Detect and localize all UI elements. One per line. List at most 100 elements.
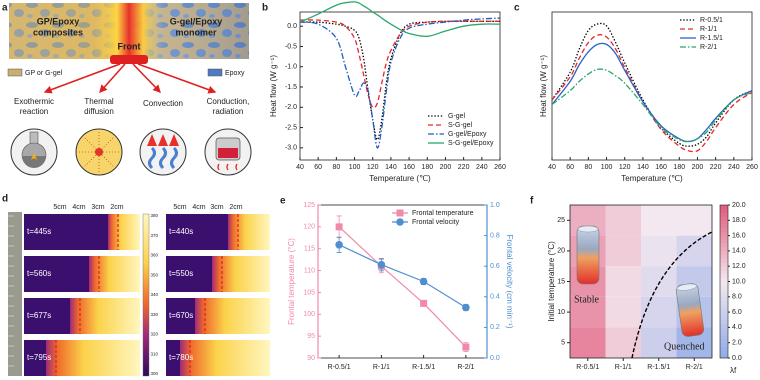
colorbar-tick-label: 16.0: [732, 232, 746, 239]
y-tick-label: 115: [304, 246, 315, 253]
colorbar-tick-label: 18.0: [732, 217, 746, 224]
y-tick-label: -1.5: [285, 84, 297, 91]
colorbar-segment: [720, 308, 728, 313]
y-tick-label: 20: [557, 248, 565, 255]
x-tick-label: R-1.5/1: [412, 364, 435, 371]
icon-diffusion: [75, 128, 123, 176]
time-label: t=550s: [169, 269, 193, 278]
plot-frame: [299, 11, 501, 161]
colorbar-label: 300: [151, 371, 159, 376]
x-tick-label: 120: [367, 164, 379, 171]
mechanism-label: diffusion: [84, 107, 114, 116]
mechanism-label: Thermal: [84, 97, 114, 106]
x-tick-label: 100: [601, 164, 613, 171]
y-tick-label: 25: [557, 217, 565, 224]
y-axis-label: Frontal temperature (°C): [287, 238, 296, 325]
colorbar-segment: [720, 331, 728, 336]
mechanism-label: radiation: [213, 107, 244, 116]
vial-stable: [576, 225, 600, 285]
colorbar-label: 340: [151, 292, 159, 297]
y-tick-label: 90: [307, 355, 315, 362]
legend-label: Frontal velocity: [412, 219, 460, 226]
colorbar-segment: [720, 224, 728, 229]
series-line: [551, 34, 753, 153]
colorbar-tick-label: 8.0: [732, 294, 742, 301]
scale-label: 4cm: [72, 204, 85, 211]
icon-conduction: [204, 128, 252, 176]
colorbar-segment: [720, 346, 728, 351]
y2-axis-label: Frontal velocity (cm min⁻¹): [505, 234, 514, 328]
colorbar-segment: [720, 296, 728, 301]
y-tick-label: 0.0: [287, 23, 297, 30]
marker: [396, 218, 404, 226]
x-tick-label: 160: [403, 164, 415, 171]
x-tick-label: 160: [655, 164, 667, 171]
legend-swatch: [7, 68, 23, 77]
x-tick-label: R-1/1: [615, 364, 632, 371]
colorbar: [142, 213, 150, 377]
mechanism-label: Convection: [143, 99, 183, 108]
colorbar-segment: [720, 281, 728, 286]
time-label: t=560s: [27, 269, 51, 278]
x-tick-label: 260: [494, 164, 506, 171]
time-label: t=445s: [27, 227, 51, 236]
legend-label: Frontal temperature: [412, 210, 474, 217]
panel-label: f: [530, 196, 534, 207]
colorbar-segment: [720, 273, 728, 278]
ruler: [8, 212, 22, 376]
x-tick-label: 220: [710, 164, 722, 171]
phase-boundary: [631, 231, 713, 359]
colorbar-segment: [720, 231, 728, 236]
series-line: [551, 22, 753, 147]
mechanism-label: Exothermic: [14, 97, 54, 106]
region-label: composites: [33, 27, 83, 37]
y-tick-label: 95: [307, 333, 315, 340]
heatmap-cell: [605, 296, 641, 328]
colorbar-segment: [720, 212, 728, 217]
x-tick-label: 240: [728, 164, 740, 171]
marker: [420, 299, 428, 307]
y-tick-label: 110: [304, 267, 315, 274]
panel-label: d: [2, 194, 8, 205]
heatmap-cell: [605, 235, 641, 267]
time-label: t=677s: [27, 311, 51, 320]
colorbar-segment: [720, 342, 728, 347]
front-glow: [9, 3, 249, 59]
colorbar-segment: [720, 327, 728, 332]
colorbar-segment: [720, 262, 728, 267]
y2-tick-label: 0.4: [490, 294, 500, 301]
marker: [396, 209, 404, 217]
x-tick-label: R-1/1: [373, 364, 390, 371]
x-tick-label: R-2/1: [686, 364, 703, 371]
x-axis-label: Temperature (℃): [369, 174, 431, 183]
marker: [335, 240, 343, 249]
colorbar-segment: [720, 338, 728, 343]
thermal-hot: [180, 340, 270, 376]
x-tick-label: 200: [692, 164, 704, 171]
colorbar-segment: [720, 250, 728, 256]
x-tick-label: R-0.5/1: [576, 364, 599, 371]
legend-label: R-2/1: [700, 44, 717, 51]
annotation: Quenched: [664, 341, 705, 352]
colorbar-segment: [720, 292, 728, 298]
x-tick-label: 220: [458, 164, 470, 171]
heatmap-cell: [676, 205, 712, 236]
y-axis-label: Heat flow (W g⁻¹): [539, 55, 548, 117]
series-line: [299, 17, 501, 149]
time-label: t=670s: [169, 311, 193, 320]
colorbar-segment: [720, 220, 728, 225]
colorbar-label: 380: [151, 213, 159, 218]
legend-label: Epoxy: [225, 70, 245, 77]
marker: [335, 223, 343, 231]
thermal-hot: [108, 214, 140, 250]
thermal-hot: [70, 298, 140, 334]
y-tick-label: -3.0: [285, 145, 297, 152]
time-label: t=780s: [169, 353, 193, 362]
x-tick-label: 180: [421, 164, 433, 171]
series-line: [299, 1, 501, 38]
heatmap-cell: [570, 296, 606, 328]
annotation: Stable: [574, 294, 600, 305]
region-label: GP/Epoxy: [37, 16, 80, 26]
thermal-hot: [89, 256, 140, 292]
marker: [462, 343, 470, 351]
